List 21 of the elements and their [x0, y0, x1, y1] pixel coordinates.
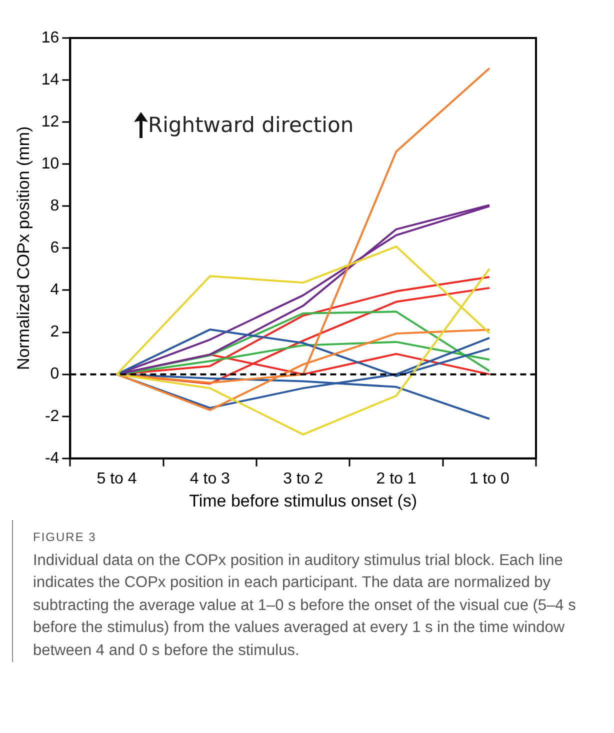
- annotation: Rightward direction: [148, 113, 354, 137]
- text: Individual data on the COPx position in auditory stimulus trial block. Each line indicates the COPx position in each participant. The data are normalized by subtracting the average value at 1–0 s before the onset of the visual cue (5–4 s before the stimulus) from the values averaged at every 1 s in the time window between 4 and 0 s before the stimulus.: [33, 551, 577, 661]
- y-tick-label: 12: [41, 113, 60, 130]
- x-tick-label: 1 to 0: [469, 470, 510, 488]
- y-tick-label: -2: [44, 408, 60, 425]
- x-tick-label: 5 to 4: [96, 470, 137, 488]
- y-tick-label: 16: [41, 29, 60, 46]
- x-tick-label: 3 to 2: [283, 470, 324, 488]
- y-axis-title: Normalized COPx position (mm): [14, 126, 33, 370]
- x-axis-title: Time before stimulus onset (s): [189, 491, 418, 510]
- y-tick-label: 14: [41, 71, 60, 88]
- y-tick-label: -4: [44, 450, 60, 467]
- y-tick-label: 0: [50, 366, 60, 383]
- x-tick-label: 4 to 3: [190, 470, 230, 488]
- y-tick-label: 8: [50, 198, 60, 215]
- x-tick-label: 2 to 1: [376, 470, 416, 488]
- y-tick-label: 4: [50, 282, 60, 299]
- caption: FIGURE 3: [33, 530, 98, 544]
- y-tick-label: 2: [50, 324, 60, 341]
- y-tick-label: 6: [50, 240, 60, 257]
- y-tick-label: 10: [41, 156, 60, 173]
